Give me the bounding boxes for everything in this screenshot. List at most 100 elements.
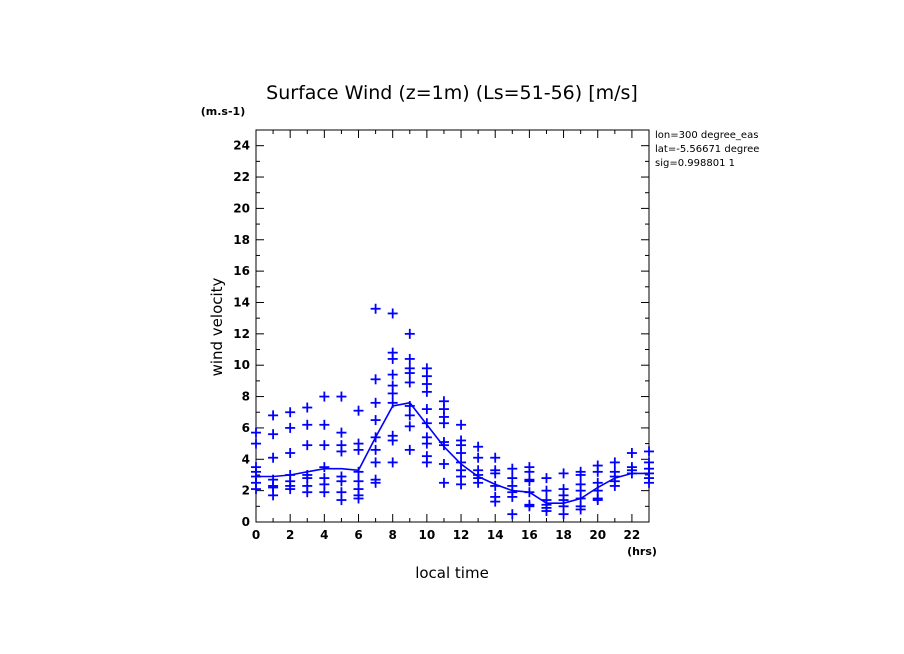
- y-tick-label: 12: [233, 327, 250, 341]
- y-tick-label: 24: [233, 139, 250, 153]
- data-point: [541, 485, 552, 496]
- data-point: [387, 353, 398, 364]
- data-point: [490, 468, 501, 479]
- data-point: [404, 410, 415, 421]
- data-point: [490, 452, 501, 463]
- y-tick-label: 18: [233, 233, 250, 247]
- y-tick-label: 4: [242, 452, 250, 466]
- data-point: [285, 407, 296, 418]
- data-point: [490, 496, 501, 507]
- x-tick-label: 14: [487, 528, 504, 542]
- x-tick-label: 20: [589, 528, 606, 542]
- data-point: [421, 386, 432, 397]
- data-point: [609, 480, 620, 491]
- data-point: [421, 438, 432, 449]
- data-point: [302, 419, 313, 430]
- data-point: [541, 473, 552, 484]
- data-point: [404, 400, 415, 411]
- data-point: [404, 444, 415, 455]
- plot-frame: [255, 129, 650, 523]
- y-tick-label: 14: [233, 295, 250, 309]
- y-tick-label: 8: [242, 390, 250, 404]
- data-point: [387, 457, 398, 468]
- data-point: [404, 377, 415, 388]
- data-point: [387, 435, 398, 446]
- data-point: [387, 388, 398, 399]
- data-point: [387, 308, 398, 319]
- data-point: [251, 427, 261, 438]
- data-point: [404, 328, 415, 339]
- data-point: [456, 479, 467, 490]
- data-marks: [251, 303, 654, 520]
- data-point: [370, 397, 381, 408]
- data-point: [456, 448, 467, 459]
- data-point: [404, 368, 415, 379]
- data-point: [438, 418, 449, 429]
- data-point: [421, 404, 432, 415]
- data-point: [336, 476, 347, 487]
- x-tick-label: 0: [252, 528, 260, 542]
- data-point: [285, 448, 296, 459]
- data-point: [370, 432, 381, 443]
- data-point: [353, 444, 364, 455]
- x-tick-label: 22: [624, 528, 641, 542]
- data-point: [370, 415, 381, 426]
- y-tick-label: 10: [233, 358, 250, 372]
- data-point: [336, 495, 347, 506]
- data-point: [524, 501, 535, 512]
- data-point: [558, 509, 569, 520]
- data-point: [370, 374, 381, 385]
- data-point: [490, 480, 501, 491]
- y-tick-label: 22: [233, 170, 250, 184]
- data-point: [319, 419, 330, 430]
- data-point: [319, 391, 330, 402]
- data-point: [353, 405, 364, 416]
- data-point: [541, 506, 552, 517]
- data-point: [302, 487, 313, 498]
- data-point: [507, 463, 518, 474]
- data-point: [319, 462, 330, 473]
- y-axis-label: wind velocity: [208, 277, 226, 376]
- x-tick-label: 8: [389, 528, 397, 542]
- data-point: [524, 476, 535, 487]
- data-point: [370, 303, 381, 314]
- data-point: [353, 493, 364, 504]
- x-tick-label: 2: [286, 528, 294, 542]
- chart-title: Surface Wind (z=1m) (Ls=51-56) [m/s]: [266, 82, 638, 104]
- x-tick-label: 10: [419, 528, 436, 542]
- data-point: [456, 419, 467, 430]
- data-point: [524, 487, 535, 498]
- info-lon: lon=300 degree_eas: [655, 130, 758, 141]
- data-point: [302, 440, 313, 451]
- mean-wind-line: [256, 401, 649, 505]
- data-point: [285, 484, 296, 495]
- data-point: [302, 402, 313, 413]
- data-point: [644, 446, 654, 457]
- y-tick-label: 6: [242, 421, 250, 435]
- data-point: [507, 491, 518, 502]
- data-point: [251, 438, 261, 449]
- info-lat: lat=-5.56671 degree: [655, 144, 759, 155]
- data-point: [473, 477, 484, 488]
- y-unit-label: (m.s-1): [201, 105, 245, 118]
- data-point: [353, 466, 364, 477]
- x-tick-label: 18: [555, 528, 572, 542]
- x-tick-label: 6: [354, 528, 362, 542]
- data-point: [626, 448, 637, 459]
- data-point: [592, 495, 603, 506]
- data-point: [268, 410, 279, 421]
- x-tick-label: 16: [521, 528, 538, 542]
- data-point: [370, 457, 381, 468]
- data-point: [336, 427, 347, 438]
- data-point: [473, 441, 484, 452]
- data-point: [626, 468, 637, 479]
- data-point: [421, 418, 432, 429]
- x-tick-label: 4: [320, 528, 328, 542]
- data-point: [421, 457, 432, 468]
- y-tick-label: 20: [233, 201, 250, 215]
- data-point: [575, 504, 586, 515]
- data-point: [507, 509, 518, 520]
- x-unit-label: (hrs): [627, 545, 657, 558]
